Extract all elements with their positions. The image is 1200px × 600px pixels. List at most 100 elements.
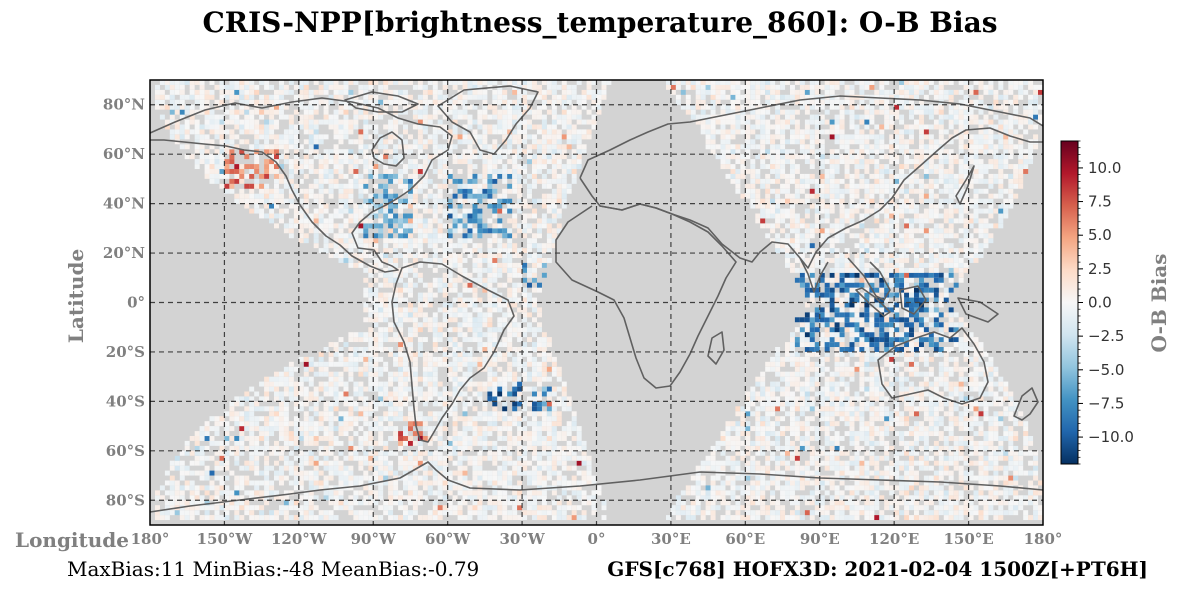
observation-cell — [1008, 445, 1014, 451]
observation-cell — [983, 416, 989, 422]
observation-cell — [1003, 411, 1009, 417]
observation-cell — [403, 243, 408, 249]
observation-cell — [517, 396, 523, 402]
observation-cell — [889, 490, 895, 496]
observation-cell — [209, 455, 215, 461]
observation-cell — [556, 505, 562, 511]
observation-cell — [517, 327, 523, 333]
observation-cell — [785, 391, 790, 397]
observation-cell — [437, 480, 443, 486]
observation-cell — [283, 376, 289, 382]
observation-cell — [938, 436, 944, 441]
observation-cell — [765, 515, 771, 521]
observation-cell — [799, 337, 805, 343]
observation-cell — [492, 455, 498, 461]
observation-cell — [889, 258, 895, 263]
observation-cell — [938, 238, 944, 244]
observation-cell — [824, 515, 830, 521]
observation-cell — [919, 386, 924, 392]
observation-cell — [546, 426, 552, 432]
observation-cell — [408, 436, 413, 441]
observation-cell — [904, 485, 910, 491]
observation-cell — [452, 411, 458, 417]
observation-cell — [338, 228, 344, 234]
observation-cell — [269, 465, 275, 471]
observation-cell — [933, 495, 939, 501]
observation-cell — [432, 238, 438, 244]
observation-cell — [527, 431, 532, 437]
observation-cell — [700, 515, 706, 521]
observation-cell — [829, 485, 835, 491]
observation-cell — [482, 416, 488, 422]
observation-cell — [705, 455, 711, 461]
observation-cell — [849, 475, 855, 481]
observation-cell — [790, 396, 795, 402]
observation-cell — [403, 460, 408, 466]
observation-cell — [1018, 470, 1024, 476]
observation-cell — [532, 490, 537, 496]
observation-cell — [408, 495, 413, 501]
observation-cell — [179, 450, 185, 456]
observation-cell — [919, 465, 924, 471]
observation-cell — [715, 485, 721, 491]
observation-cell — [794, 238, 800, 244]
observation-cell — [422, 401, 428, 407]
observation-cell — [889, 386, 895, 392]
observation-cell — [472, 277, 478, 283]
observation-cell — [353, 347, 359, 352]
observation-cell — [492, 396, 498, 402]
observation-cell — [770, 401, 776, 407]
observation-cell — [755, 465, 761, 471]
observation-cell — [363, 421, 369, 427]
observation-cell — [819, 445, 825, 451]
observation-cell — [715, 460, 721, 466]
observation-cell — [512, 490, 518, 496]
observation-cell — [338, 480, 344, 486]
observation-cell — [785, 258, 790, 263]
observation-cell — [923, 262, 929, 268]
observation-cell — [497, 490, 503, 496]
observation-cell — [184, 515, 190, 521]
observation-cell — [859, 475, 865, 481]
observation-cell — [293, 480, 299, 486]
observation-cell — [422, 337, 428, 343]
observation-cell — [894, 327, 900, 333]
observation-cell — [517, 421, 523, 427]
observation-cell — [452, 381, 458, 387]
observation-cell — [507, 460, 513, 466]
observation-cell — [383, 505, 389, 511]
observation-cell — [973, 376, 979, 382]
observation-cell — [417, 238, 423, 244]
observation-cell — [958, 258, 964, 263]
observation-cell — [740, 421, 746, 427]
observation-cell — [834, 505, 840, 511]
observation-cell — [422, 470, 428, 476]
observation-cell — [546, 342, 552, 348]
observation-cell — [1018, 500, 1024, 506]
observation-cell — [507, 445, 513, 451]
observation-cell — [507, 332, 513, 338]
observation-cell — [834, 490, 840, 496]
observation-cell — [755, 490, 761, 496]
observation-cell — [879, 322, 885, 328]
observation-cell — [338, 248, 344, 254]
observation-cell — [909, 332, 914, 338]
observation-cell — [963, 386, 969, 392]
observation-cell — [437, 436, 443, 441]
observation-cell — [775, 485, 781, 491]
observation-cell — [948, 445, 954, 451]
observation-cell — [914, 421, 919, 427]
observation-cell — [467, 297, 473, 303]
observation-cell — [532, 238, 537, 244]
observation-cell — [482, 228, 488, 234]
observation-cell — [904, 322, 910, 328]
observation-cell — [457, 238, 463, 244]
observation-cell — [229, 470, 235, 476]
observation-cell — [199, 500, 205, 506]
observation-cell — [437, 347, 443, 352]
observation-cell — [794, 371, 800, 377]
observation-cell — [378, 302, 384, 308]
observation-cell — [492, 332, 498, 338]
observation-cell — [998, 445, 1004, 451]
observation-cell — [219, 475, 225, 481]
